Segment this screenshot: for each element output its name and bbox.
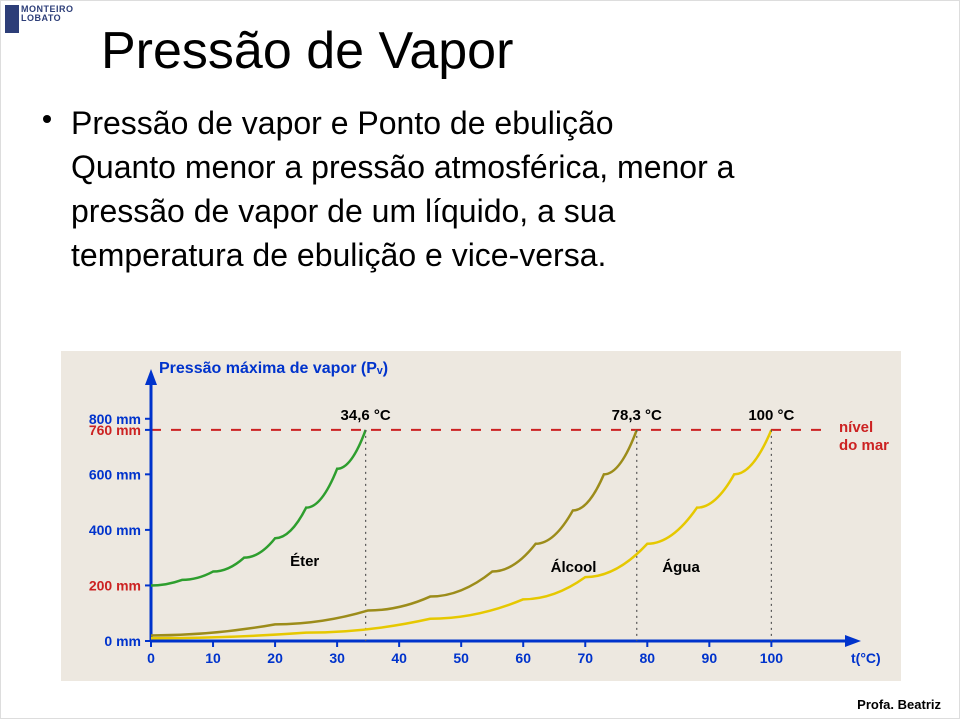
svg-text:600 mm: 600 mm bbox=[89, 466, 141, 482]
body-line4: temperatura de ebulição e vice-versa. bbox=[71, 233, 891, 277]
svg-text:78,3 °C: 78,3 °C bbox=[612, 407, 662, 424]
svg-text:0: 0 bbox=[147, 650, 155, 666]
svg-text:Água: Água bbox=[662, 559, 700, 576]
svg-text:80: 80 bbox=[640, 650, 656, 666]
svg-text:nível: nível bbox=[839, 419, 873, 436]
svg-text:70: 70 bbox=[577, 650, 593, 666]
svg-text:60: 60 bbox=[515, 650, 531, 666]
svg-text:Éter: Éter bbox=[290, 553, 319, 570]
svg-text:0 mm: 0 mm bbox=[104, 633, 141, 649]
svg-text:20: 20 bbox=[267, 650, 283, 666]
brand-logo: MONTEIRO LOBATO bbox=[5, 5, 74, 33]
svg-text:100 °C: 100 °C bbox=[748, 407, 794, 424]
svg-text:Pressão máxima de vapor (Pᵥ): Pressão máxima de vapor (Pᵥ) bbox=[159, 360, 388, 377]
body-line1: Pressão de vapor e Ponto de ebulição bbox=[71, 105, 614, 141]
svg-text:200 mm: 200 mm bbox=[89, 577, 141, 593]
svg-text:800 mm: 800 mm bbox=[89, 411, 141, 427]
vapor-pressure-chart: Pressão máxima de vapor (Pᵥ) 0 mm 200 mm 40… bbox=[61, 351, 901, 681]
bullet-icon bbox=[43, 115, 51, 123]
chart-svg: Pressão máxima de vapor (Pᵥ) 0 mm 200 mm 40… bbox=[61, 351, 901, 681]
body-line2: Quanto menor a pressão atmosférica, meno… bbox=[71, 145, 891, 189]
svg-text:do mar: do mar bbox=[839, 437, 889, 454]
logo-line2: LOBATO bbox=[21, 14, 74, 23]
svg-text:10: 10 bbox=[205, 650, 221, 666]
svg-text:50: 50 bbox=[453, 650, 469, 666]
slide-title: Pressão de Vapor bbox=[101, 21, 513, 81]
svg-text:100: 100 bbox=[760, 650, 784, 666]
svg-text:40: 40 bbox=[391, 650, 407, 666]
svg-text:t(°C): t(°C) bbox=[851, 650, 881, 666]
logo-mark bbox=[5, 5, 19, 33]
svg-text:30: 30 bbox=[329, 650, 345, 666]
svg-text:90: 90 bbox=[702, 650, 718, 666]
svg-text:Álcool: Álcool bbox=[551, 559, 597, 576]
footer-credit: Profa. Beatriz bbox=[857, 697, 941, 712]
footer-name: Beatriz bbox=[898, 697, 941, 712]
footer-label: Profa. bbox=[857, 697, 894, 712]
body-text: Pressão de vapor e Ponto de ebulição Qua… bbox=[71, 101, 891, 277]
svg-text:34,6 °C: 34,6 °C bbox=[341, 407, 391, 424]
body-line3: pressão de vapor de um líquido, a sua bbox=[71, 189, 891, 233]
svg-text:400 mm: 400 mm bbox=[89, 522, 141, 538]
